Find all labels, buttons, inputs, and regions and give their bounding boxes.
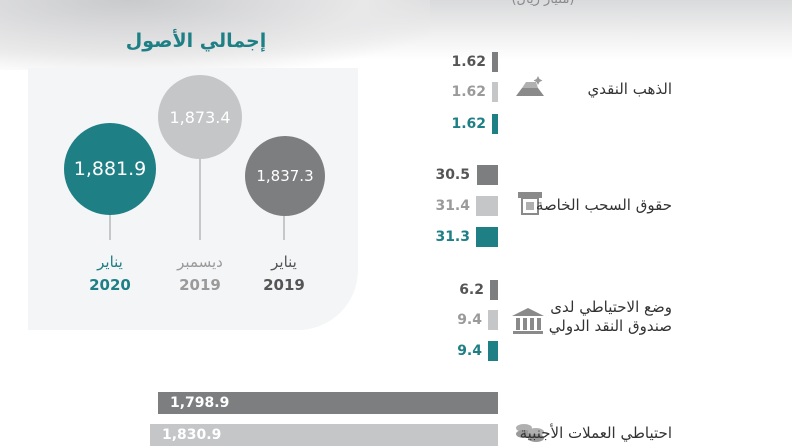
gold-bars-icon: [516, 76, 544, 96]
bar-imf-jan2019: [490, 280, 498, 300]
bar-label-sdr-jan2020: 31.3: [435, 229, 470, 245]
bubble-month-jan2019: يناير: [271, 253, 297, 271]
bubble-value: 1,873.4: [169, 107, 231, 127]
category-label-sdr: حقوق السحب الخاصة: [535, 196, 672, 214]
bar-fx-dec2019: [150, 424, 498, 446]
bubble-month-jan2020: يناير: [97, 253, 123, 271]
total-assets-title: إجمالي الأصول: [125, 30, 267, 52]
bar-label-fx-jan2019: 1,798.9: [170, 395, 230, 411]
bar-gold-jan2020: [492, 114, 498, 134]
category-label-imf: وضع الاحتياطي لدى صندوق النقد الدولي: [549, 298, 672, 336]
bar-label-imf-dec2019: 9.4: [457, 312, 482, 328]
bar-imf-jan2020: [488, 341, 498, 361]
atm-card-icon: [518, 192, 542, 215]
category-label-imf-line2: صندوق النقد الدولي: [548, 317, 672, 335]
bar-label-sdr-jan2019: 30.5: [435, 167, 470, 183]
bubble-year-jan2019: 2019: [263, 276, 305, 294]
bubble-year-jan2020: 2020: [89, 276, 131, 294]
category-label-gold: الذهب النقدي: [587, 80, 673, 98]
category-label-imf-line1: وضع الاحتياطي لدى: [550, 298, 672, 316]
bar-label-gold-dec2019: 1.62: [451, 84, 486, 100]
bar-gold-dec2019: [492, 82, 498, 102]
bubble-jan2020: 1,881.9: [64, 123, 156, 215]
unit-note: (مليار ريال): [498, 0, 588, 12]
bar-gold-jan2019: [492, 52, 498, 72]
bar-sdr-jan2019: [477, 165, 498, 185]
bar-sdr-jan2020: [476, 227, 498, 247]
coins-photo-backdrop: [0, 0, 430, 70]
coin-stack-icon: [516, 424, 544, 442]
bar-label-imf-jan2019: 6.2: [459, 282, 484, 298]
bubble-year-dec2019: 2019: [179, 276, 221, 294]
bank-building-icon: [512, 308, 544, 334]
bar-fx-jan2019: [158, 392, 498, 414]
bar-label-fx-dec2019: 1,830.9: [162, 427, 222, 443]
bar-imf-dec2019: [488, 310, 498, 330]
bubble-month-dec2019: ديسمبر: [177, 253, 223, 271]
bubble-dec2019: 1,873.4: [158, 75, 242, 159]
bubble-value: 1,837.3: [256, 167, 314, 185]
bar-label-gold-jan2019: 1.62: [451, 54, 486, 70]
bubble-stem-jan2019: [283, 200, 285, 240]
bar-label-sdr-dec2019: 31.4: [435, 198, 470, 214]
bubble-jan2019: 1,837.3: [245, 136, 325, 216]
bar-label-gold-jan2020: 1.62: [451, 116, 486, 132]
category-label-fx: احتياطي العملات الأجنبية: [519, 424, 672, 442]
bubble-stem-dec2019: [199, 150, 201, 240]
bubble-value: 1,881.9: [73, 158, 147, 180]
bar-sdr-dec2019: [476, 196, 498, 216]
bar-label-imf-jan2020: 9.4: [457, 343, 482, 359]
